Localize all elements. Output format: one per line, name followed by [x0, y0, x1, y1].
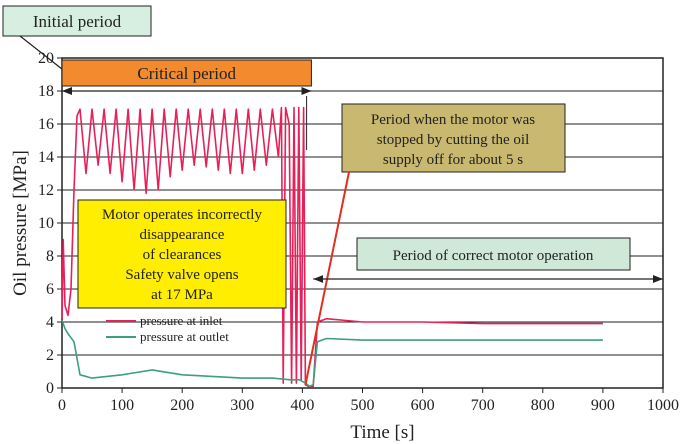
motor-stopped-line-1: Period when the motor was: [371, 112, 535, 128]
x-tick-label-0: 0: [58, 397, 66, 414]
x-tick-label-300: 300: [230, 397, 254, 414]
motor-stopped-line-3: supply off for about 5 s: [383, 152, 523, 168]
legend-label-1: pressure at inlet: [140, 313, 223, 328]
incorrect-operation-line-4: Safety valve opens: [125, 267, 238, 283]
incorrect-operation-line-5: at 17 MPa: [151, 287, 213, 303]
series-layer: [61, 106, 603, 388]
series-line-2: [61, 320, 603, 388]
y-tick-label-12: 12: [38, 182, 54, 199]
y-tick-label-4: 4: [46, 314, 54, 331]
y-axis: 0 2 4 6 8 10 12 14 16 18 20: [38, 50, 62, 397]
y-tick-label-16: 16: [38, 116, 54, 133]
correct-operation-label: Period of correct motor operation: [393, 248, 594, 264]
initial-period-leader: [19, 35, 64, 71]
motor-stopped-box: [341, 103, 566, 173]
x-tick-label-500: 500: [351, 397, 375, 414]
x-axis-title: Time [s]: [350, 422, 414, 443]
critical-period-box: [61, 59, 312, 87]
incorrect-operation-box: [77, 199, 287, 309]
y-tick-label-0: 0: [46, 380, 54, 397]
x-tick-label-900: 900: [591, 397, 615, 414]
legend-label-2: pressure at outlet: [140, 329, 229, 344]
y-tick-label-18: 18: [38, 83, 54, 100]
initial-period-label: Initial period: [33, 12, 122, 31]
series-line-1: [61, 106, 603, 388]
initial-period-box: [2, 5, 152, 37]
y-tick-label-20: 20: [38, 50, 54, 67]
y-tick-label-6: 6: [46, 281, 54, 298]
x-tick-label-800: 800: [531, 397, 555, 414]
x-tick-label-1000: 1000: [647, 397, 679, 414]
x-tick-label-200: 200: [170, 397, 194, 414]
y-tick-label-14: 14: [38, 149, 54, 166]
x-tick-label-400: 400: [290, 397, 314, 414]
x-tick-label-100: 100: [110, 397, 134, 414]
motor-stopped-line-2: stopped by cutting the oil: [377, 132, 529, 148]
x-tick-label-600: 600: [411, 397, 435, 414]
correct-operation-box: [356, 237, 631, 271]
incorrect-operation-line-2: disappearance: [140, 227, 225, 243]
incorrect-operation-line-1: Motor operates incorrectly: [102, 207, 262, 223]
y-tick-label-8: 8: [46, 248, 54, 265]
incorrect-operation-line-3: of clearances: [143, 247, 222, 263]
x-tick-label-700: 700: [471, 397, 495, 414]
y-tick-label-10: 10: [38, 215, 54, 232]
annotation-layer: Initial period Critical period Period when…: [2, 5, 663, 386]
y-tick-label-2: 2: [46, 347, 54, 364]
critical-period-label: Critical period: [137, 64, 236, 83]
x-axis: 0 100 200 300 400 500 600 700 800 900 1000: [58, 388, 679, 414]
y-axis-title: Oil pressure [MPa]: [10, 150, 31, 296]
